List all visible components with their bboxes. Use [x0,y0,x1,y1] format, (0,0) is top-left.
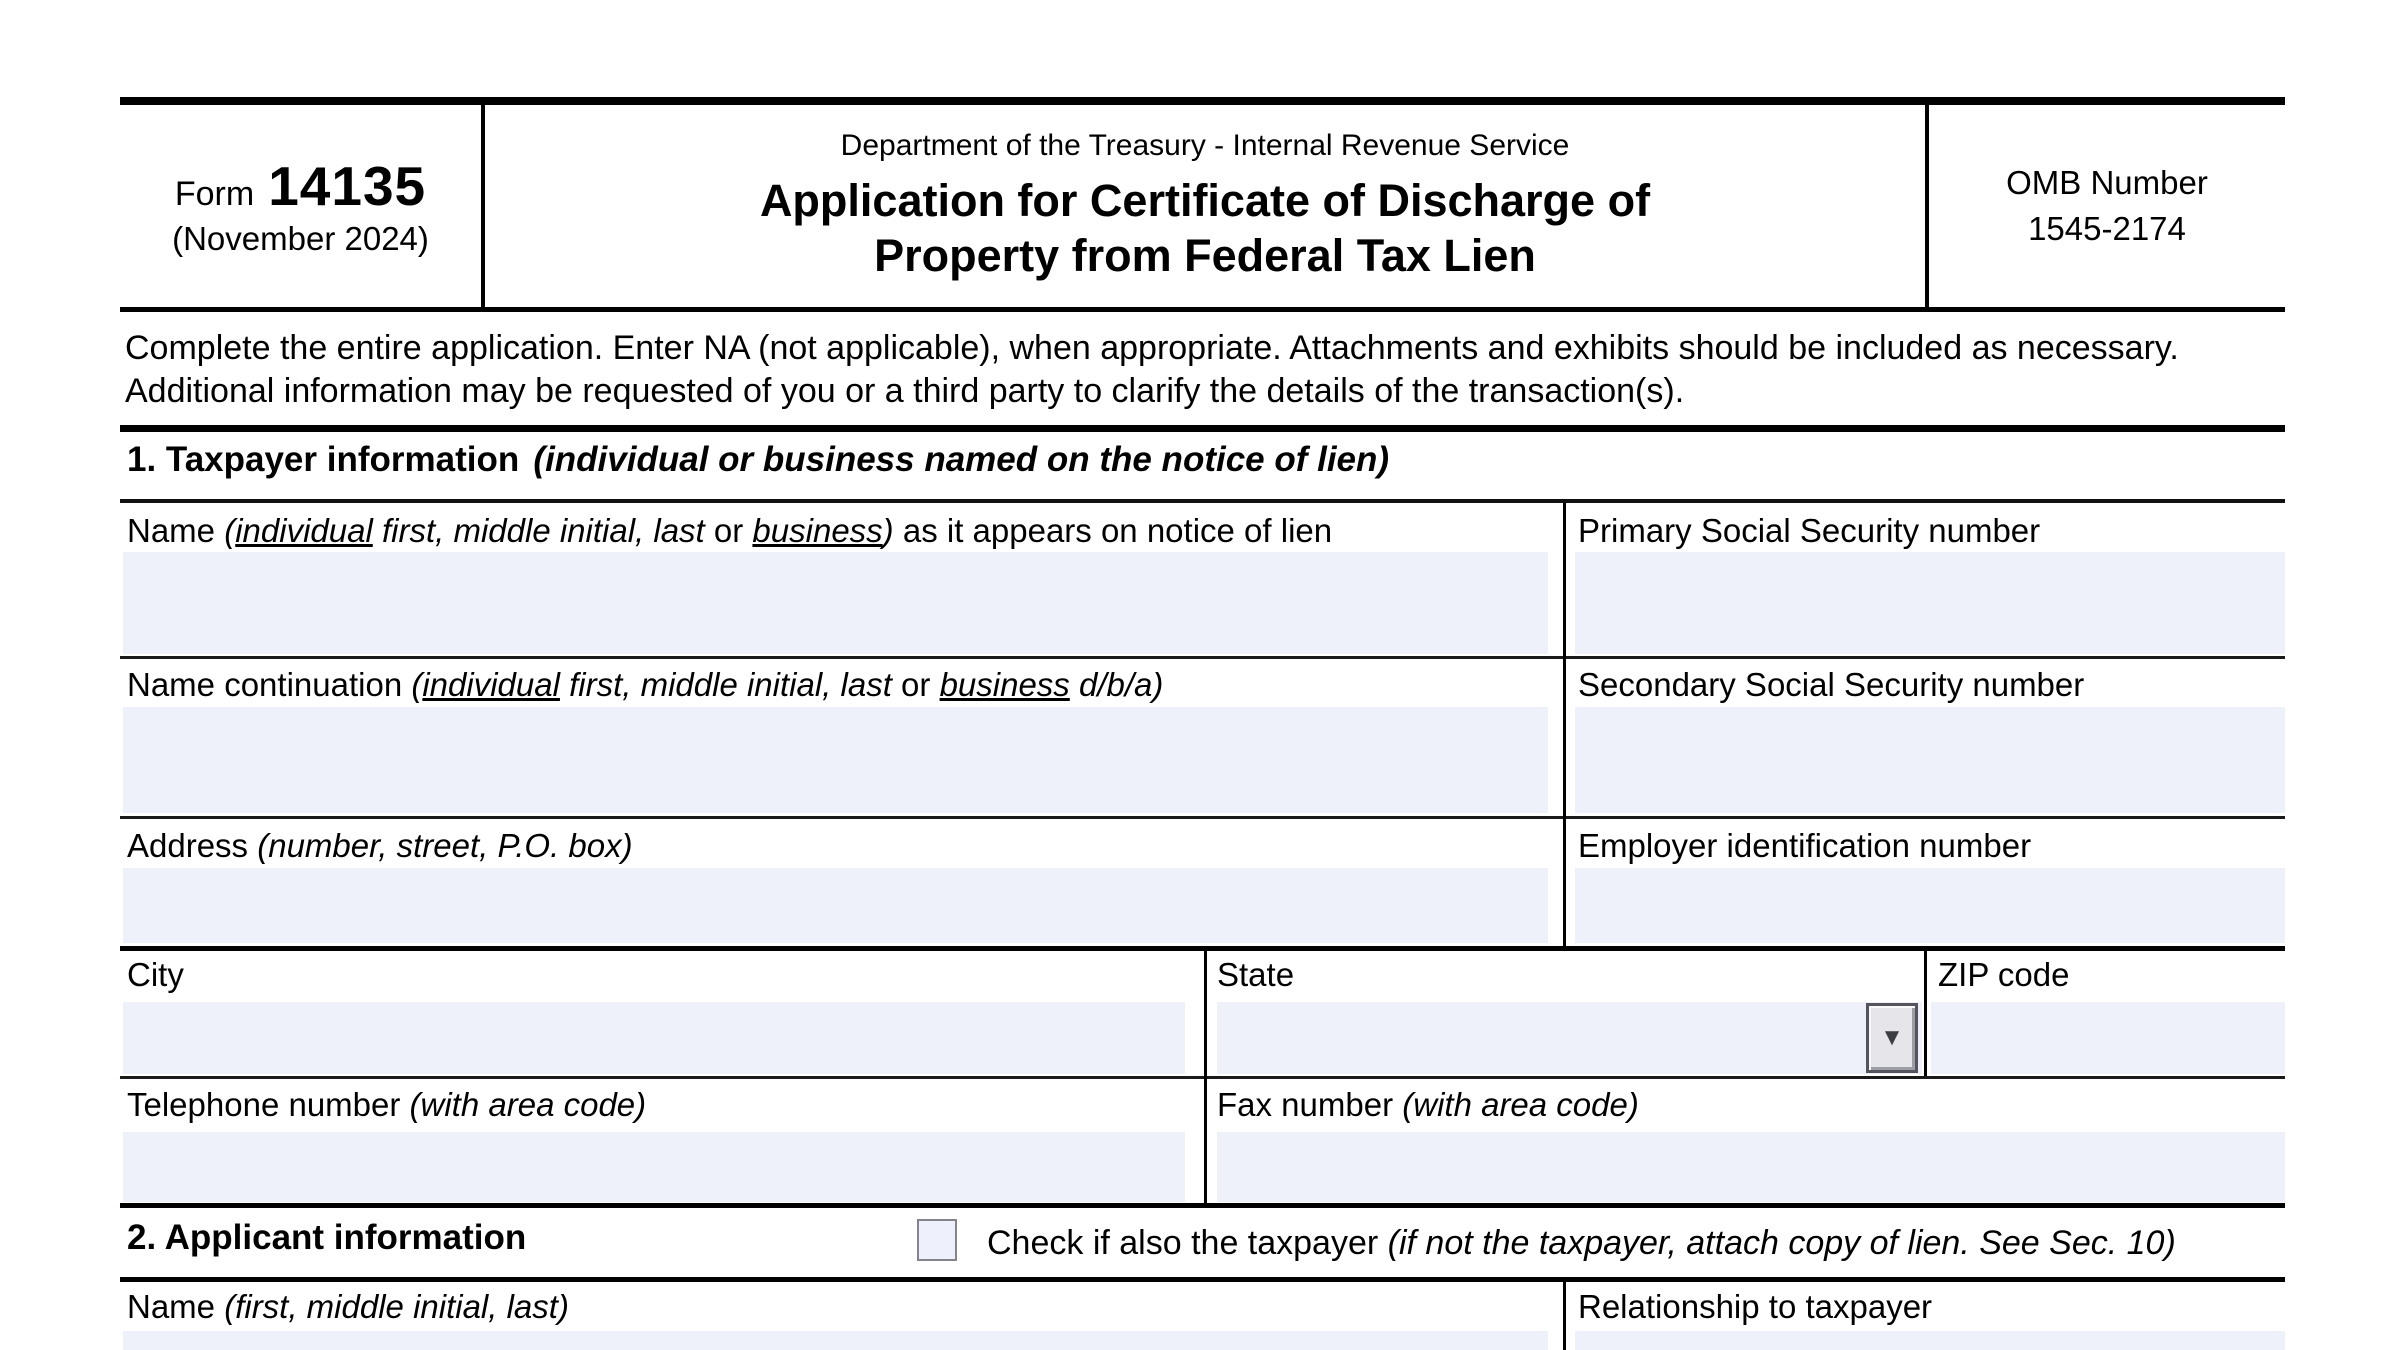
rule-above-section1 [120,425,2285,432]
section1-subtitle: (individual or business named on the not… [533,440,1390,479]
intro-instructions: Complete the entire application. Enter N… [125,329,2179,410]
ein-input[interactable] [1575,868,2285,943]
telephone-label: Telephone number (with area code) [127,1086,647,1123]
form-header: Form 14135 (November 2024) Department of… [120,97,2285,312]
rule-row5 [120,1203,2285,1208]
rule-row3 [120,946,2285,951]
relationship-input[interactable] [1575,1331,2285,1350]
zip-input[interactable] [1931,1002,2285,1074]
applicant-name-input[interactable] [123,1331,1548,1350]
city-input[interactable] [123,1002,1185,1074]
section2-title: 2. Applicant information [127,1218,527,1257]
chevron-down-icon: ▼ [1880,1024,1904,1051]
address-label: Address (number, street, P.O. box) [127,827,633,864]
form-title-line2: Property from Federal Tax Lien [874,230,1536,281]
fax-label: Fax number (with area code) [1217,1086,1639,1123]
omb-number: 1545-2174 [2028,210,2186,247]
also-taxpayer-label: Check if also the taxpayer (if not the t… [987,1224,2176,1262]
omb-cell: OMB Number 1545-2174 [1929,105,2285,307]
secondary-ssn-input[interactable] [1575,707,2285,813]
city-label: City [127,956,184,993]
state-select[interactable] [1217,1002,1922,1074]
ein-label: Employer identification number [1578,827,2032,864]
form-revision-date: (November 2024) [172,220,429,257]
name-continuation-input[interactable] [123,707,1548,813]
fax-input[interactable] [1217,1132,2285,1202]
taxpayer-name-label: Name (individual first, middle initial, … [127,512,1333,549]
state-dropdown-button[interactable]: ▼ [1866,1003,1918,1073]
form-title-line1: Application for Certificate of Discharge… [759,175,1651,226]
address-input[interactable] [123,868,1548,943]
rule-below-section2-title [120,1277,2285,1282]
rule-row2 [120,816,2285,819]
omb-label: OMB Number [2006,164,2208,201]
agency-name: Department of the Treasury - Internal Re… [840,129,1570,162]
taxpayer-name-input[interactable] [123,552,1548,654]
zip-label: ZIP code [1938,956,2070,993]
secondary-ssn-label: Secondary Social Security number [1578,666,2085,703]
also-taxpayer-checkbox[interactable] [917,1219,957,1261]
telephone-input[interactable] [123,1132,1185,1202]
form-word: Form [174,175,255,213]
section1-title: 1. Taxpayer information [127,440,520,479]
form-number-cell: Form 14135 (November 2024) [120,105,485,307]
rule-row1 [120,656,2285,659]
divider-name-ssn [1563,503,1566,946]
rule-row4 [120,1076,2285,1079]
divider-state-zip [1924,947,1927,1076]
primary-ssn-input[interactable] [1575,552,2285,654]
rule-below-section1-title [120,499,2285,503]
form-number: 14135 [268,155,427,217]
state-label: State [1217,956,1295,993]
section1-title-row: 1. Taxpayer information (individual or b… [127,440,1389,480]
divider-name-relationship [1563,1282,1566,1350]
primary-ssn-label: Primary Social Security number [1578,512,2041,549]
relationship-label: Relationship to taxpayer [1578,1288,1933,1325]
name-continuation-label: Name continuation (individual first, mid… [127,666,1164,703]
divider-city-state [1204,947,1207,1203]
applicant-name-label: Name (first, middle initial, last) [127,1288,569,1325]
form-title-cell: Department of the Treasury - Internal Re… [485,105,1929,307]
